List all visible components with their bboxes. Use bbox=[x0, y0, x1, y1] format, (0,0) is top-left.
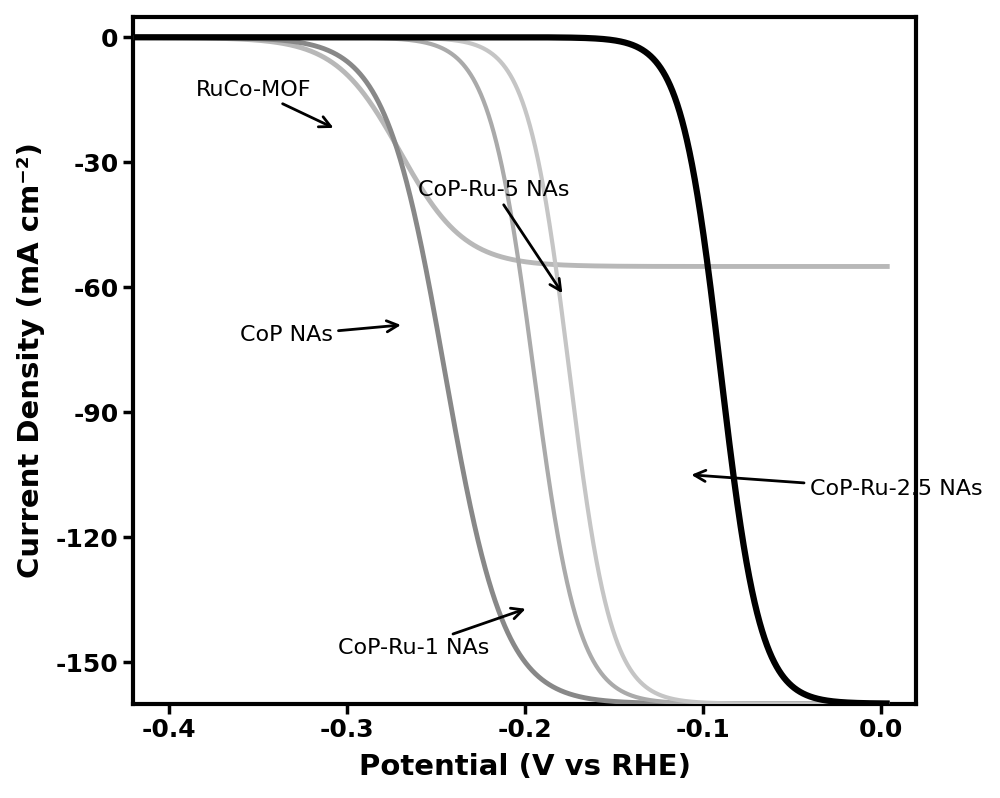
Y-axis label: Current Density (mA cm⁻²): Current Density (mA cm⁻²) bbox=[17, 142, 45, 578]
Text: CoP-Ru-2.5 NAs: CoP-Ru-2.5 NAs bbox=[694, 470, 982, 500]
X-axis label: Potential (V vs RHE): Potential (V vs RHE) bbox=[359, 753, 691, 781]
Text: RuCo-MOF: RuCo-MOF bbox=[195, 80, 331, 127]
Text: CoP-Ru-5 NAs: CoP-Ru-5 NAs bbox=[418, 180, 569, 290]
Text: CoP-Ru-1 NAs: CoP-Ru-1 NAs bbox=[338, 608, 523, 658]
Text: CoP NAs: CoP NAs bbox=[240, 321, 398, 346]
